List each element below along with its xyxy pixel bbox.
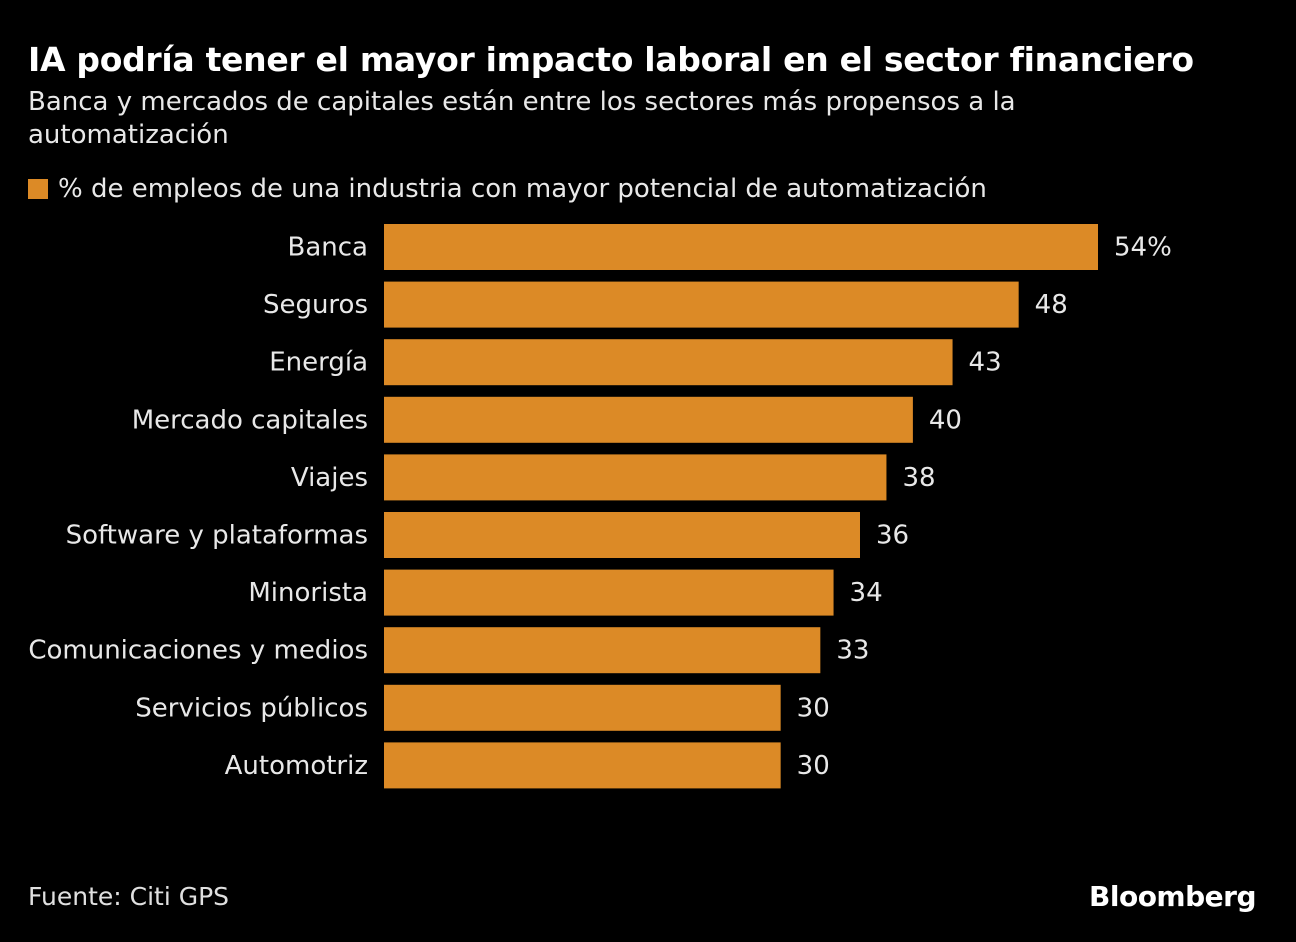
value-label: 43 bbox=[969, 348, 1002, 378]
category-label: Servicios públicos bbox=[135, 693, 368, 723]
value-label: 54% bbox=[1114, 233, 1172, 263]
bar bbox=[384, 684, 781, 731]
category-label: Comunicaciones y medios bbox=[28, 636, 368, 666]
category-label: Automotriz bbox=[225, 751, 368, 781]
value-label: 36 bbox=[876, 521, 909, 551]
chart-subtitle: Banca y mercados de capitales están entr… bbox=[28, 87, 1016, 150]
bar bbox=[384, 569, 834, 616]
legend: % de empleos de una industria con mayor … bbox=[28, 174, 987, 204]
value-label: 48 bbox=[1035, 290, 1068, 320]
legend-swatch bbox=[28, 179, 48, 199]
category-label: Minorista bbox=[248, 578, 368, 608]
source: Fuente: Citi GPS bbox=[28, 882, 230, 911]
value-label: 38 bbox=[902, 463, 935, 493]
category-label: Software y plataformas bbox=[66, 521, 368, 551]
value-label: 30 bbox=[797, 751, 830, 781]
chart-title: IA podría tener el mayor impacto laboral… bbox=[28, 40, 1194, 79]
bar bbox=[384, 627, 821, 674]
legend-label: % de empleos de una industria con mayor … bbox=[58, 174, 987, 204]
bar bbox=[384, 281, 1019, 328]
brand-logo: Bloomberg bbox=[1089, 880, 1256, 913]
category-label: Seguros bbox=[263, 290, 368, 320]
value-label: 30 bbox=[797, 693, 830, 723]
value-label: 34 bbox=[850, 578, 883, 608]
bar bbox=[384, 339, 953, 386]
bar bbox=[384, 454, 887, 501]
category-label: Viajes bbox=[291, 463, 368, 493]
category-label: Mercado capitales bbox=[132, 405, 368, 435]
category-label: Banca bbox=[288, 233, 368, 263]
value-label: 33 bbox=[836, 636, 869, 666]
bar bbox=[384, 396, 913, 443]
bar bbox=[384, 742, 781, 789]
category-label: Energía bbox=[269, 348, 368, 378]
bar bbox=[384, 224, 1098, 270]
bar bbox=[384, 512, 860, 558]
value-label: 40 bbox=[929, 405, 962, 435]
